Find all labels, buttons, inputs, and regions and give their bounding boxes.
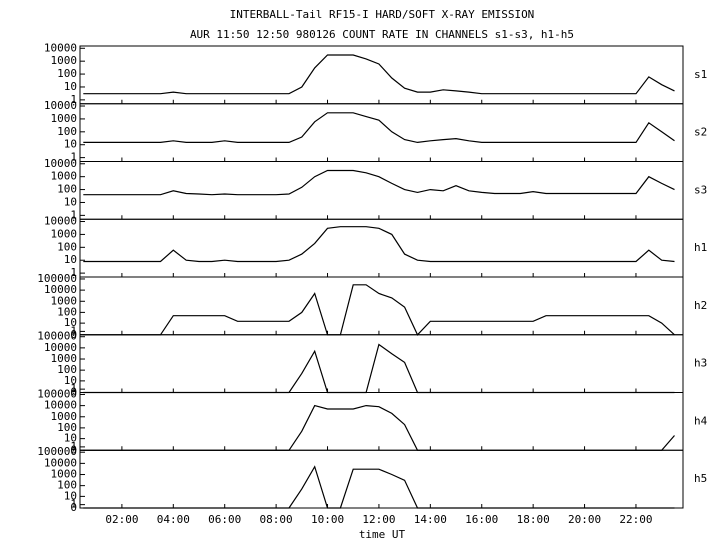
- y-tick-label: 10: [64, 374, 77, 387]
- series-line: [83, 404, 675, 451]
- series-line: [83, 169, 675, 196]
- x-axis-label: time UT: [359, 528, 406, 541]
- y-tick-label: 10: [64, 195, 77, 208]
- x-tick-label: 14:00: [414, 513, 447, 526]
- series-line: [83, 465, 675, 509]
- y-tick-label: 0: [70, 443, 77, 456]
- y-tick-label: 1000: [51, 54, 78, 67]
- series-label: s1: [694, 68, 707, 81]
- y-tick-label: 1000: [51, 170, 78, 183]
- y-tick-label: 100: [57, 421, 77, 434]
- x-tick-label: 04:00: [157, 513, 190, 526]
- y-tick-label: 100: [57, 305, 77, 318]
- y-tick-label: 10000: [44, 41, 77, 54]
- panel-frame: [79, 276, 684, 336]
- panel-frame: [79, 161, 684, 220]
- series-line: [83, 284, 675, 336]
- y-tick-label: 1000: [51, 227, 78, 240]
- y-tick-label: 100: [57, 183, 77, 196]
- y-tick-label: 10: [64, 138, 77, 151]
- x-tick-label: 10:00: [311, 513, 344, 526]
- x-tick-label: 16:00: [465, 513, 498, 526]
- y-tick-label: 1: [70, 208, 77, 221]
- y-tick-label: 10000: [44, 456, 77, 469]
- y-tick-label: 10: [64, 316, 77, 329]
- x-tick-label: 22:00: [619, 513, 652, 526]
- series-line: [83, 54, 675, 95]
- panel-frame: [79, 449, 684, 509]
- x-tick-label: 06:00: [208, 513, 241, 526]
- x-tick-label: 08:00: [260, 513, 293, 526]
- panel-frame: [79, 392, 684, 451]
- x-tick-label: 18:00: [517, 513, 550, 526]
- y-tick-label: 0: [70, 501, 77, 514]
- series-label: h3: [694, 357, 707, 370]
- y-tick-label: 10: [64, 80, 77, 93]
- series-label: h2: [694, 299, 707, 312]
- y-tick-label: 1: [70, 440, 77, 453]
- y-tick-label: 1: [70, 151, 77, 164]
- chart-title: INTERBALL-Tail RF15-I HARD/SOFT X-RAY EM…: [230, 8, 535, 21]
- y-tick-label: 1000: [51, 410, 78, 423]
- series-line: [83, 343, 675, 394]
- series-label: s3: [694, 183, 707, 196]
- x-tick-label: 12:00: [362, 513, 395, 526]
- series-label: h4: [694, 414, 708, 427]
- panel-frame: [79, 218, 684, 278]
- series-label: s2: [694, 126, 707, 139]
- y-tick-label: 0: [70, 328, 77, 341]
- y-tick-label: 100000: [37, 445, 77, 458]
- series-label: h5: [694, 472, 707, 485]
- panel-frame: [79, 45, 684, 105]
- y-tick-label: 100: [57, 240, 77, 253]
- series-line: [83, 112, 675, 144]
- y-tick-label: 100: [57, 363, 77, 376]
- y-tick-label: 10000: [44, 99, 77, 112]
- y-tick-label: 10: [64, 432, 77, 445]
- panel-frame: [79, 334, 684, 393]
- y-tick-label: 100000: [37, 272, 77, 285]
- y-tick-label: 1: [70, 324, 77, 337]
- y-tick-label: 10: [64, 489, 77, 502]
- panel-frame: [79, 103, 684, 162]
- y-tick-label: 1: [70, 93, 77, 106]
- y-tick-label: 1: [70, 266, 77, 279]
- y-tick-label: 1: [70, 382, 77, 395]
- y-tick-label: 100: [57, 125, 77, 138]
- y-tick-label: 1000: [51, 112, 78, 125]
- y-tick-label: 1000: [51, 352, 78, 365]
- y-tick-label: 1: [70, 498, 77, 511]
- chart-subtitle: AUR 11:50 12:50 980126 COUNT RATE IN CHA…: [190, 28, 574, 41]
- series-line: [83, 226, 675, 263]
- y-tick-label: 100000: [37, 330, 77, 343]
- series-label: h1: [694, 241, 707, 254]
- y-tick-label: 100: [57, 67, 77, 80]
- y-tick-label: 10000: [44, 157, 77, 170]
- y-tick-label: 10000: [44, 399, 77, 412]
- x-tick-label: 20:00: [568, 513, 601, 526]
- y-tick-label: 1000: [51, 468, 78, 481]
- y-tick-label: 1000: [51, 294, 78, 307]
- y-tick-label: 100000: [37, 387, 77, 400]
- x-tick-label: 02:00: [105, 513, 138, 526]
- y-tick-label: 10000: [44, 283, 77, 296]
- y-tick-label: 10000: [44, 341, 77, 354]
- y-tick-label: 10000: [44, 215, 77, 228]
- y-tick-label: 10: [64, 253, 77, 266]
- y-tick-label: 0: [70, 386, 77, 399]
- y-tick-label: 100: [57, 479, 77, 492]
